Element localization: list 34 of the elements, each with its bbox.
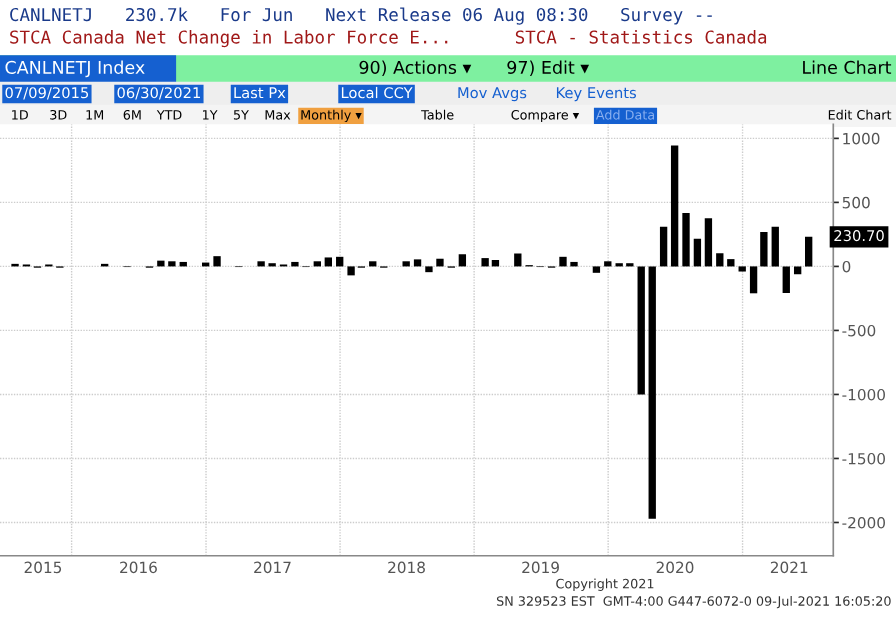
bar xyxy=(402,261,410,267)
text: CANLNETJ Index xyxy=(5,60,145,78)
bar xyxy=(213,256,221,267)
bar xyxy=(749,266,758,294)
bar xyxy=(291,261,299,267)
bar xyxy=(670,145,679,267)
bar xyxy=(604,261,612,267)
bar xyxy=(413,259,422,267)
bar xyxy=(324,257,332,267)
bar xyxy=(704,218,713,267)
bar xyxy=(727,259,735,267)
bar xyxy=(682,212,690,267)
bar xyxy=(760,232,768,267)
bar xyxy=(436,258,444,267)
bar xyxy=(637,266,645,395)
bar xyxy=(369,261,377,267)
bar xyxy=(738,266,746,272)
chart-title: CANLNETJ 230.7k For Jun Next Release 06 Aug 08:30 Survey -- xyxy=(10,7,712,25)
bar xyxy=(659,226,668,267)
text: 90) Actions ▾ xyxy=(359,60,472,77)
bar xyxy=(425,266,433,273)
chart-subtitle: STCA Canada Net Change in Labor Force E... STCA - Statistics Canada xyxy=(10,30,767,48)
bar xyxy=(805,236,813,267)
bar xyxy=(793,266,802,275)
bar xyxy=(716,253,724,267)
bar xyxy=(592,266,601,273)
bar xyxy=(782,266,790,293)
bar xyxy=(313,261,321,267)
bar xyxy=(771,226,779,267)
text: 97) Edit ▾ xyxy=(507,60,590,77)
text: Line Chart xyxy=(803,60,892,74)
bar xyxy=(648,266,656,519)
bar xyxy=(693,238,702,267)
bar xyxy=(458,254,467,267)
